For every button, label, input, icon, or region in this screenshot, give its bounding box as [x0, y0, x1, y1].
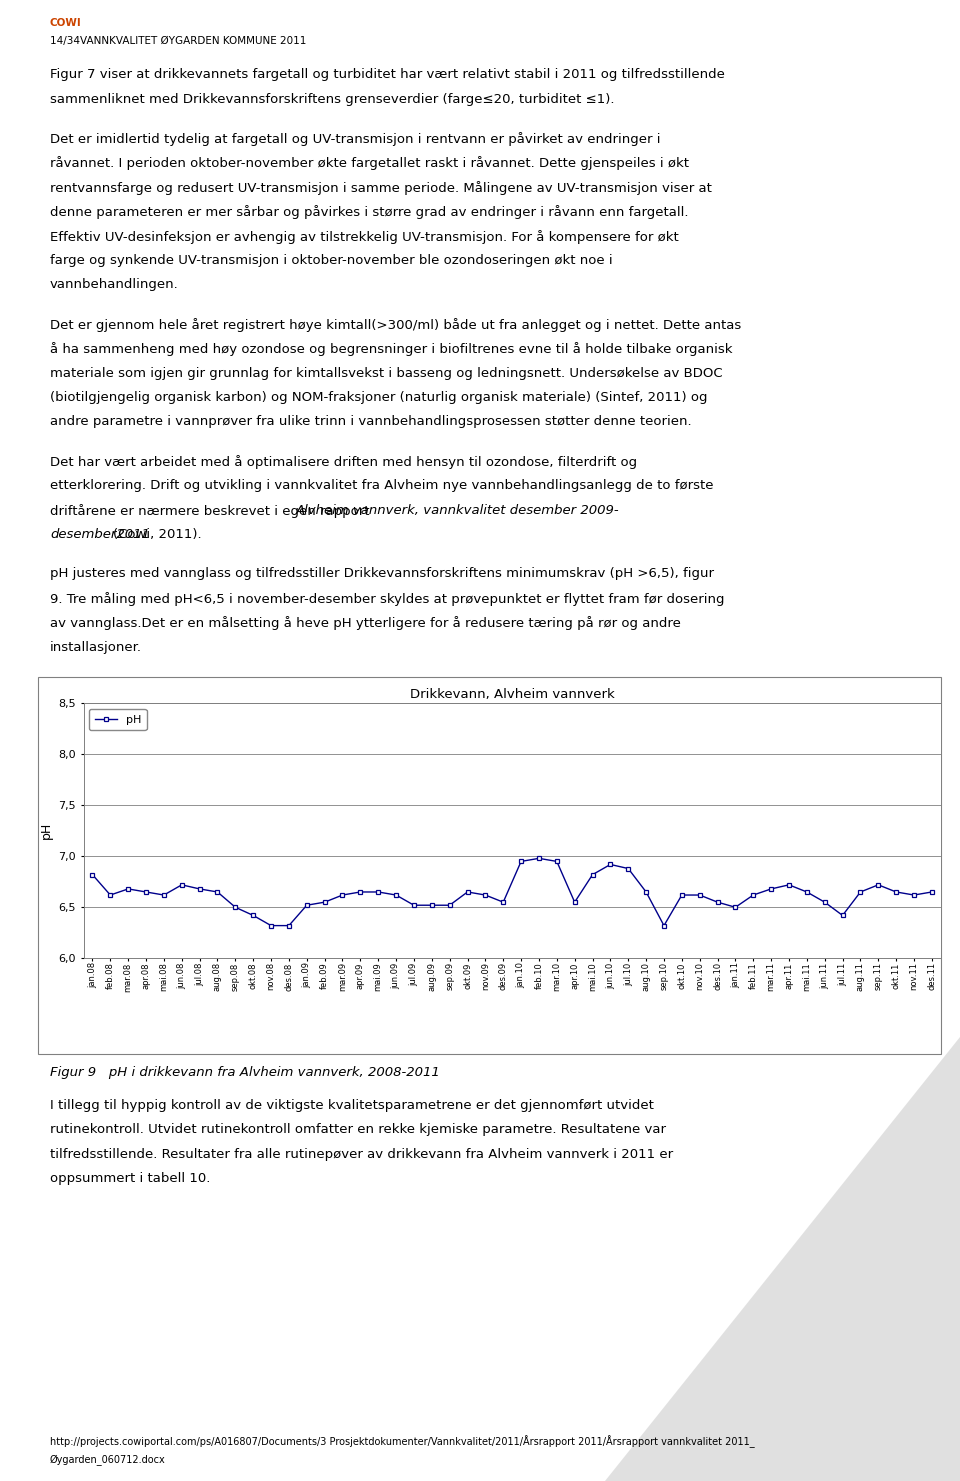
Text: andre parametre i vannprøver fra ulike trinn i vannbehandlingsprosessen støtter : andre parametre i vannprøver fra ulike t… — [50, 415, 691, 428]
Text: rentvannsfarge og redusert UV-transmisjon i samme periode. Målingene av UV-trans: rentvannsfarge og redusert UV-transmisjo… — [50, 181, 711, 194]
Text: oppsummert i tabell 10.: oppsummert i tabell 10. — [50, 1171, 210, 1185]
Text: rutinekontroll. Utvidet rutinekontroll omfatter en rekke kjemiske parametre. Res: rutinekontroll. Utvidet rutinekontroll o… — [50, 1123, 666, 1136]
Text: installasjoner.: installasjoner. — [50, 640, 142, 653]
Text: Figur 7 viser at drikkevannets fargetall og turbiditet har vært relativt stabil : Figur 7 viser at drikkevannets fargetall… — [50, 68, 725, 81]
Text: denne parameteren er mer sårbar og påvirkes i større grad av endringer i råvann : denne parameteren er mer sårbar og påvir… — [50, 204, 688, 219]
Text: Øygarden_060712.docx: Øygarden_060712.docx — [50, 1454, 166, 1466]
Text: tilfredsstillende. Resultater fra alle rutinepøver av drikkevann fra Alvheim van: tilfredsstillende. Resultater fra alle r… — [50, 1148, 673, 1161]
Text: (Cowi, 2011).: (Cowi, 2011). — [112, 527, 202, 541]
Text: http://projects.cowiportal.com/ps/A016807/Documents/3 Prosjektdokumenter/Vannkva: http://projects.cowiportal.com/ps/A01680… — [50, 1435, 755, 1448]
Text: 14/34VANNKVALITET ØYGARDEN KOMMUNE 2011: 14/34VANNKVALITET ØYGARDEN KOMMUNE 2011 — [50, 36, 306, 46]
Text: COWI: COWI — [50, 18, 82, 28]
Text: Effektiv UV-desinfeksjon er avhengig av tilstrekkelig UV-transmisjon. For å komp: Effektiv UV-desinfeksjon er avhengig av … — [50, 230, 679, 243]
Text: desember2011: desember2011 — [50, 527, 150, 541]
Text: farge og synkende UV-transmisjon i oktober-november ble ozondoseringen økt noe i: farge og synkende UV-transmisjon i oktob… — [50, 253, 612, 267]
Text: Det er gjennom hele året registrert høye kimtall(>300/ml) både ut fra anlegget o: Det er gjennom hele året registrert høye… — [50, 317, 741, 332]
Text: I tillegg til hyppig kontroll av de viktigste kvalitetsparametrene er det gjenno: I tillegg til hyppig kontroll av de vikt… — [50, 1099, 654, 1112]
Title: Drikkevann, Alvheim vannverk: Drikkevann, Alvheim vannverk — [410, 687, 614, 701]
Text: råvannet. I perioden oktober-november økte fargetallet raskt i råvannet. Dette g: råvannet. I perioden oktober-november øk… — [50, 156, 689, 170]
Text: av vannglass.Det er en målsetting å heve pH ytterligere for å redusere tæring på: av vannglass.Det er en målsetting å heve… — [50, 616, 681, 629]
Y-axis label: pH: pH — [39, 822, 53, 840]
Text: pH justeres med vannglass og tilfredsstiller Drikkevannsforskriftens minimumskra: pH justeres med vannglass og tilfredssti… — [50, 567, 714, 581]
Bar — [38, 677, 941, 1054]
Text: Figur 9   pH i drikkevann fra Alvheim vannverk, 2008-2011: Figur 9 pH i drikkevann fra Alvheim vann… — [50, 1066, 440, 1080]
Text: driftårene er nærmere beskrevet i egen rapport: driftårene er nærmere beskrevet i egen r… — [50, 504, 373, 517]
Text: materiale som igjen gir grunnlag for kimtallsvekst i basseng og ledningsnett. Un: materiale som igjen gir grunnlag for kim… — [50, 366, 723, 379]
Text: etterklorering. Drift og utvikling i vannkvalitet fra Alvheim nye vannbehandling: etterklorering. Drift og utvikling i van… — [50, 478, 713, 492]
Text: (biotilgjengelig organisk karbon) og NOM-fraksjoner (naturlig organisk materiale: (biotilgjengelig organisk karbon) og NOM… — [50, 391, 708, 404]
Text: Det er imidlertid tydelig at fargetall og UV-transmisjon i rentvann er påvirket : Det er imidlertid tydelig at fargetall o… — [50, 132, 660, 145]
Legend: pH: pH — [89, 709, 147, 730]
Text: vannbehandlingen.: vannbehandlingen. — [50, 278, 179, 292]
Polygon shape — [605, 1037, 960, 1481]
Text: 9. Tre måling med pH<6,5 i november-desember skyldes at prøvepunktet er flyttet : 9. Tre måling med pH<6,5 i november-dese… — [50, 591, 725, 606]
Text: Det har vært arbeidet med å optimalisere driften med hensyn til ozondose, filter: Det har vært arbeidet med å optimalisere… — [50, 455, 637, 468]
Text: sammenliknet med Drikkevannsforskriftens grenseverdier (farge≤20, turbiditet ≤1): sammenliknet med Drikkevannsforskriftens… — [50, 92, 614, 105]
Text: Alvheim vannverk, vannkvalitet desember 2009-: Alvheim vannverk, vannkvalitet desember … — [296, 504, 619, 517]
Text: å ha sammenheng med høy ozondose og begrensninger i biofiltrenes evne til å hold: å ha sammenheng med høy ozondose og begr… — [50, 342, 732, 355]
